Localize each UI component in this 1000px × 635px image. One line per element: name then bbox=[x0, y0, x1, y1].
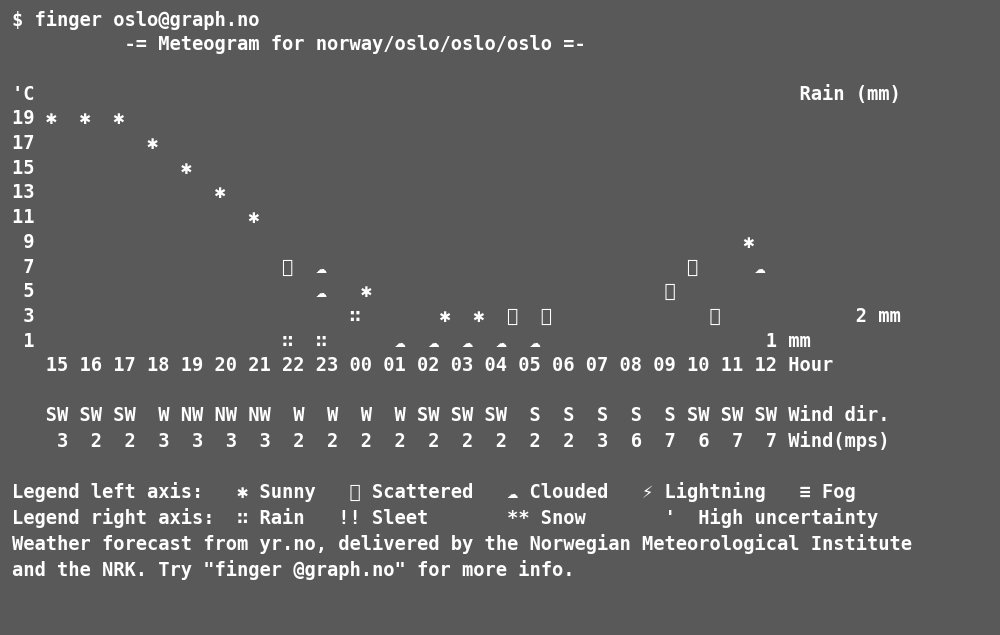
Text: $ finger oslo@graph.no
          -= Meteogram for norway/oslo/oslo/oslo =-

'C  : $ finger oslo@graph.no -= Meteogram for … bbox=[12, 10, 912, 580]
